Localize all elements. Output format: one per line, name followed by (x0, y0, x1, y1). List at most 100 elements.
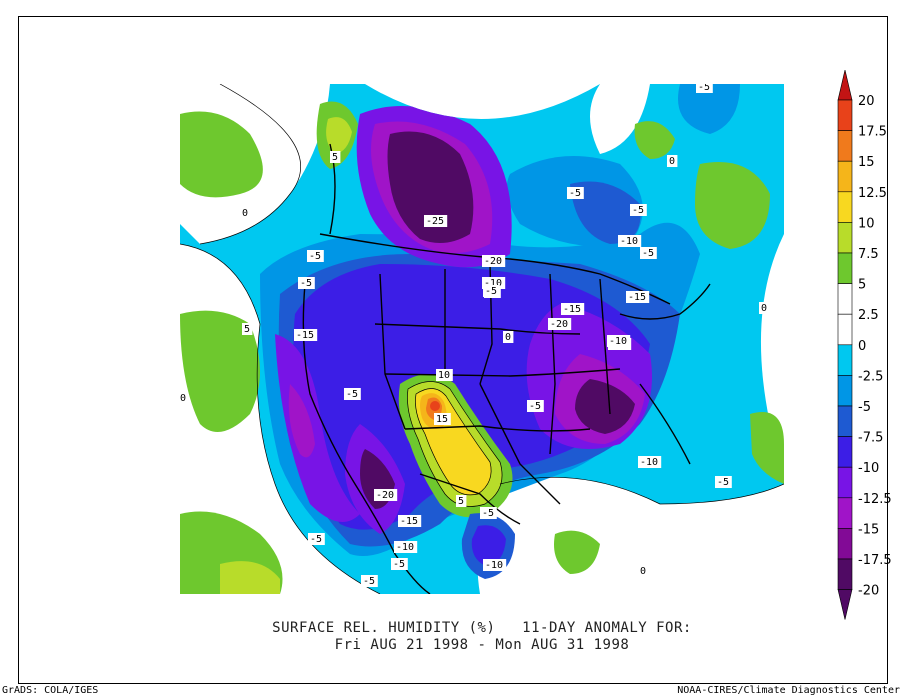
contour-label: 0 (669, 156, 675, 167)
contour-label-bg (567, 187, 584, 199)
field-minus15 (288, 384, 315, 458)
contour-label: -20 (376, 490, 394, 501)
contour-label-bg (527, 400, 544, 412)
colorbar-top-arrow (837, 70, 853, 101)
contour-label-bg (667, 155, 678, 167)
colorbar-tick-label: 2.5 (858, 308, 879, 323)
colorbar-tick-label: 12.5 (858, 186, 887, 201)
contour-label: -20 (484, 256, 502, 267)
contour-label-bg (503, 331, 514, 343)
contour-label-bg (394, 541, 418, 553)
colorbar-tick-label: -20 (858, 584, 879, 599)
colorbar-tick-label: 17.5 (858, 125, 887, 140)
contour-label: -15 (400, 516, 418, 527)
humidity-anomaly-map: -25-20-10-5-15-10-15-20-5-10-5-5-10-5-5-… (180, 84, 784, 594)
colorbar-tick-label: 15 (858, 155, 875, 170)
field-plus5 (180, 310, 260, 432)
colorbar-swatch (837, 99, 853, 131)
colorbar-swatch (837, 375, 853, 407)
colorbar-tick-label: -12.5 (858, 492, 892, 507)
contour-label: -5 (485, 286, 497, 297)
field-minus10 (471, 525, 506, 566)
colorbar-swatch (837, 558, 853, 590)
contour-label-bg (434, 413, 451, 425)
colorbar-tick-label: -10 (858, 461, 879, 476)
chart-title: SURFACE REL. HUMIDITY (%) 11-DAY ANOMALY… (272, 620, 692, 636)
contour-label: -5 (717, 477, 729, 488)
field-white-region (590, 84, 650, 154)
contour-label: 5 (332, 152, 338, 163)
contour-label-bg (374, 489, 398, 501)
contour-label: -10 (620, 236, 638, 247)
contour-label: -5 (363, 576, 375, 587)
colorbar-swatch (837, 252, 853, 284)
contour-label-bg (561, 303, 585, 315)
contour-label: -5 (482, 508, 494, 519)
colorbar-swatch (837, 222, 853, 254)
contour-label-bg (696, 84, 713, 93)
contour-label: 15 (436, 414, 448, 425)
field-plus5 (750, 412, 784, 484)
contour-label: 0 (505, 332, 511, 343)
field-plus5 (695, 162, 770, 249)
colorbar-tick-label: -2.5 (858, 369, 883, 384)
colorbar-swatch (837, 497, 853, 529)
contour-label: -5 (310, 534, 322, 545)
contour-label-bg (548, 318, 572, 330)
colorbar-tick-label: -5 (858, 400, 871, 415)
colorbar-swatch (837, 436, 853, 468)
political-boundaries (302, 143, 711, 594)
contour-label: -5 (309, 251, 321, 262)
contour-label: -10 (609, 336, 627, 347)
contour-label: -20 (550, 319, 568, 330)
colorbar-swatch (837, 344, 853, 376)
credit-grads: GrADS: COLA/IGES (2, 685, 99, 696)
contour-label-bg (638, 456, 662, 468)
colorbar-bottom-arrow (837, 589, 853, 620)
contour-label-bg (307, 250, 324, 262)
contour-label: -15 (563, 304, 581, 315)
colorbar-swatch (837, 191, 853, 223)
colorbar-tick-label: -7.5 (858, 431, 883, 446)
contour-label: -5 (642, 248, 654, 259)
field-minus7p5 (570, 181, 641, 244)
contour-label-bg (483, 285, 500, 297)
colorbar-swatch (837, 283, 853, 315)
contour-label: 0 (180, 393, 186, 404)
contour-labels: -25-20-10-5-15-10-15-20-5-10-5-5-10-5-5-… (180, 84, 770, 587)
contour-label-bg (480, 507, 497, 519)
contour-lines (180, 84, 784, 594)
field-plus5 (634, 121, 675, 159)
contour-label-bg (483, 559, 507, 571)
contour-label: 5 (458, 496, 464, 507)
contour-label-bg (424, 215, 448, 227)
colorbar-swatch (837, 528, 853, 560)
contour-label-bg (640, 247, 657, 259)
contour-label: 5 (244, 324, 250, 335)
field-minus20 (575, 379, 635, 434)
contour-label: -10 (640, 457, 658, 468)
contour-label: -5 (698, 84, 710, 93)
plot-frame (18, 16, 888, 684)
contour-label-bg (715, 476, 732, 488)
colorbar-swatch (837, 160, 853, 193)
contour-label: -10 (485, 560, 503, 571)
contour-label-bg (436, 369, 453, 381)
contour-label-bg (330, 151, 341, 163)
contour-label-bg (298, 277, 315, 289)
contour-label: 0 (640, 566, 646, 577)
contour-label-bg (626, 291, 650, 303)
contour-label: -5 (569, 188, 581, 199)
contour-label: -5 (529, 401, 541, 412)
contour-label-bg (180, 392, 189, 404)
contour-label-bg (618, 235, 642, 247)
colorbar-tick-label: 5 (858, 278, 866, 293)
contour-label-bg (294, 329, 318, 341)
field-plus5 (554, 530, 600, 574)
contour-label: -10 (484, 278, 502, 289)
contour-label: -15 (296, 330, 314, 341)
contour-label: -5 (346, 389, 358, 400)
field-plus7p5 (326, 117, 352, 154)
colorbar-tick-label: 20 (858, 94, 875, 109)
contour-label: -25 (426, 216, 444, 227)
